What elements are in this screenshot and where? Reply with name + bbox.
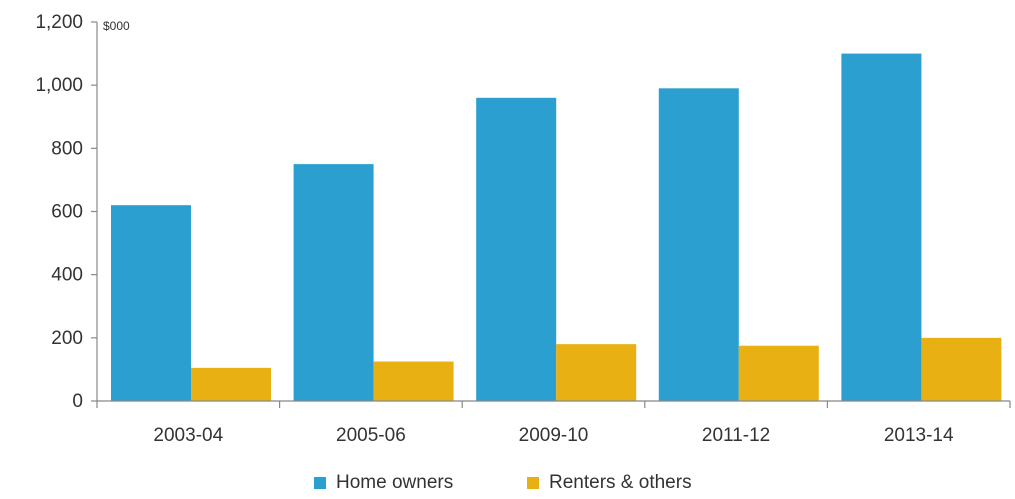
- y-tick-label: 1,000: [35, 75, 83, 96]
- bar-renters-others: [921, 337, 1002, 401]
- legend-item-renters-others: Renters & others: [527, 472, 692, 493]
- bar-renters-others: [738, 345, 819, 401]
- y-unit-label: $000: [103, 19, 130, 33]
- x-tick-label: 2009-10: [519, 425, 589, 446]
- y-tick-label: 400: [51, 265, 83, 286]
- x-tick-label: 2013-14: [884, 425, 954, 446]
- x-axis: 2003-04 2005-06 2009-10 2011-12 2013-14: [96, 400, 1011, 446]
- x-tick-label: 2005-06: [336, 425, 406, 446]
- y-tick-label: 1,200: [35, 12, 83, 33]
- bar-home-owners: [111, 205, 191, 401]
- x-tick-label: 2011-12: [702, 425, 770, 446]
- y-tick-label: 200: [51, 328, 83, 349]
- y-tick-label: 0: [72, 391, 83, 412]
- legend-label: Renters & others: [549, 472, 692, 493]
- legend-item-home-owners: Home owners: [314, 472, 453, 493]
- legend-swatch: [527, 477, 539, 489]
- bar-home-owners: [293, 164, 374, 401]
- x-tick-label: 2003-04: [153, 425, 223, 446]
- y-axis: 0 200 400 600 800 1,000 1,200: [35, 12, 98, 412]
- bar-home-owners: [658, 88, 739, 401]
- bar-renters-others: [191, 367, 271, 401]
- legend-swatch: [314, 477, 326, 489]
- bar-home-owners: [476, 97, 557, 402]
- bar-renters-others: [373, 361, 454, 401]
- bar-home-owners: [841, 53, 922, 401]
- y-tick-label: 800: [51, 138, 83, 159]
- legend: Home owners Renters & others: [314, 472, 692, 493]
- bars: [111, 53, 1002, 402]
- bar-renters-others: [556, 344, 637, 401]
- legend-label: Home owners: [336, 472, 453, 493]
- y-tick-label: 600: [51, 202, 83, 223]
